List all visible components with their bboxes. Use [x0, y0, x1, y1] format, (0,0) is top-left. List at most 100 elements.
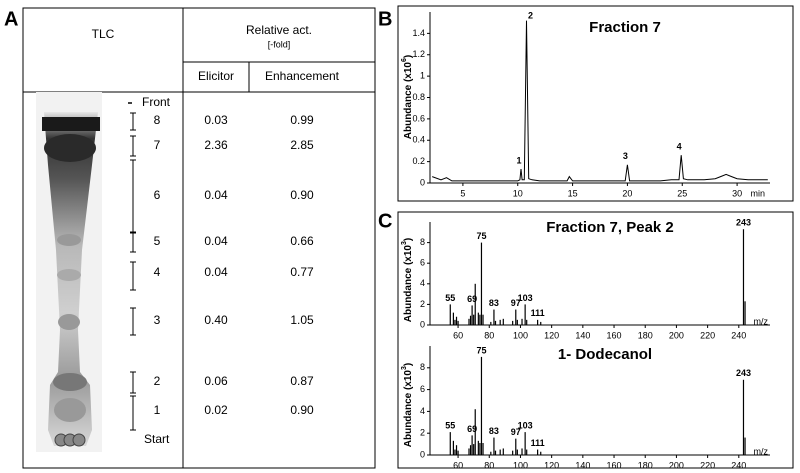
- peak-annotation: 1: [517, 155, 522, 165]
- panel-border: [397, 5, 794, 202]
- elicitor-cell: 0.04: [204, 265, 228, 279]
- enhancement-cell: 0.90: [290, 188, 314, 202]
- x-tick-label: 200: [669, 460, 684, 470]
- x-tick-label: 80: [484, 330, 494, 340]
- elicitor-cell: 0.03: [204, 113, 228, 127]
- x-tick-label: 160: [607, 330, 622, 340]
- x-tick-label: 240: [731, 330, 746, 340]
- y-axis-label-exponent: 3: [401, 241, 408, 245]
- peak-annotation: 3: [623, 151, 628, 161]
- peak-label: 97: [511, 427, 521, 437]
- x-tick-label: 220: [700, 330, 715, 340]
- x-tick-label: 120: [544, 330, 559, 340]
- x-tick-label: 140: [575, 330, 590, 340]
- peak-label: 75: [476, 345, 486, 355]
- y-tick-label: 6: [420, 258, 425, 268]
- peak-label: 243: [736, 218, 751, 228]
- header-cell: Elicitor: [198, 69, 234, 83]
- fraction-bracket: [130, 307, 136, 336]
- enhancement-cell: 0.66: [290, 234, 314, 248]
- y-axis-label-close: ): [403, 238, 414, 241]
- y-axis-label-exponent: 3: [401, 366, 408, 370]
- tlc-plate: [36, 92, 102, 452]
- x-tick-label: 80: [484, 460, 494, 470]
- y-axis-label-close: ): [403, 55, 414, 58]
- fraction-bracket: [130, 159, 136, 233]
- chromatogram-line: [432, 20, 768, 182]
- elicitor-cell: 0.04: [204, 234, 228, 248]
- fraction-bracket: [130, 261, 136, 291]
- enhancement-cell: 0.77: [290, 265, 314, 279]
- x-tick-label: 160: [607, 460, 622, 470]
- y-tick-label: 0: [420, 319, 425, 329]
- peak-label: 83: [489, 426, 499, 436]
- x-tick-label: 60: [453, 460, 463, 470]
- x-axis-label: m/z: [754, 316, 769, 326]
- y-tick-label: 0.4: [412, 135, 425, 145]
- x-tick-label: 20: [622, 188, 632, 198]
- y-tick-label: 2: [420, 299, 425, 309]
- peak-label: 103: [518, 420, 533, 430]
- table-rows: 8 0.03 0.99 7 2.36 2.85 6 0.04 0.90 5 0.04 0.66 4 0.0…: [130, 112, 314, 431]
- y-axis-label: Abundance (x106): [401, 55, 414, 140]
- front-label: Front: [142, 95, 171, 109]
- y-tick-label: 1.4: [412, 28, 425, 38]
- y-tick-label: 0.8: [412, 92, 425, 102]
- y-tick-label: 1.2: [412, 49, 425, 59]
- elicitor-cell: 2.36: [204, 138, 228, 152]
- y-tick-label: 1: [420, 71, 425, 81]
- x-tick-label: 15: [568, 188, 578, 198]
- fraction-bracket: [130, 112, 136, 131]
- y-axis-label-text: Abundance (x10: [403, 370, 414, 448]
- y-tick-label: 2: [420, 428, 425, 438]
- peak-label: 111: [531, 308, 545, 318]
- fraction-label: 7: [154, 138, 161, 152]
- x-tick-label: 25: [677, 188, 687, 198]
- peak-annotation: 2: [528, 10, 533, 20]
- peak-label: 55: [445, 420, 455, 430]
- y-tick-label: 8: [420, 237, 425, 247]
- y-axis-label-close: ): [403, 363, 414, 366]
- y-tick-label: 0: [420, 449, 425, 459]
- fraction-bracket: [130, 232, 136, 253]
- x-tick-label: 100: [513, 460, 528, 470]
- y-tick-label: 0.2: [412, 156, 425, 166]
- enhancement-cell: 0.87: [290, 374, 314, 388]
- peak-label: 75: [476, 231, 486, 241]
- header-cell: Enhancement: [265, 69, 340, 83]
- x-tick-label: 60: [453, 330, 463, 340]
- peak-label: 83: [489, 298, 499, 308]
- panel-letter: C: [378, 210, 392, 232]
- fraction-bracket: [130, 395, 136, 431]
- x-axis-label: min: [750, 188, 765, 198]
- peak-label: 103: [518, 293, 533, 303]
- y-tick-label: 4: [420, 406, 425, 416]
- x-tick-label: 5: [460, 188, 465, 198]
- x-tick-label: 180: [638, 330, 653, 340]
- header-cell: Relative act.: [246, 23, 312, 37]
- header-unit: [-fold]: [268, 39, 291, 49]
- panel-border: [397, 211, 794, 469]
- chart-title: Fraction 7: [589, 19, 661, 36]
- x-tick-label: 10: [513, 188, 523, 198]
- header-cell: TLC: [92, 27, 115, 41]
- y-axis-label-text: Abundance (x10: [403, 245, 414, 323]
- y-tick-label: 6: [420, 384, 425, 394]
- peak-label: 111: [531, 438, 545, 448]
- panel-letter: B: [378, 8, 392, 30]
- x-tick-label: 200: [669, 330, 684, 340]
- enhancement-cell: 0.99: [290, 113, 314, 127]
- peak-label: 69: [467, 294, 477, 304]
- fraction-label: 4: [154, 265, 161, 279]
- fraction-bracket: [130, 371, 136, 394]
- y-tick-label: 0: [420, 177, 425, 187]
- enhancement-cell: 0.90: [290, 403, 314, 417]
- x-tick-label: 100: [513, 330, 528, 340]
- peak-label: 69: [467, 424, 477, 434]
- x-tick-label: 240: [731, 460, 746, 470]
- elicitor-cell: 0.02: [204, 403, 228, 417]
- y-axis-label: Abundance (x103): [401, 238, 414, 323]
- start-label: Start: [144, 432, 170, 446]
- y-axis-label-text: Abundance (x10: [403, 62, 414, 140]
